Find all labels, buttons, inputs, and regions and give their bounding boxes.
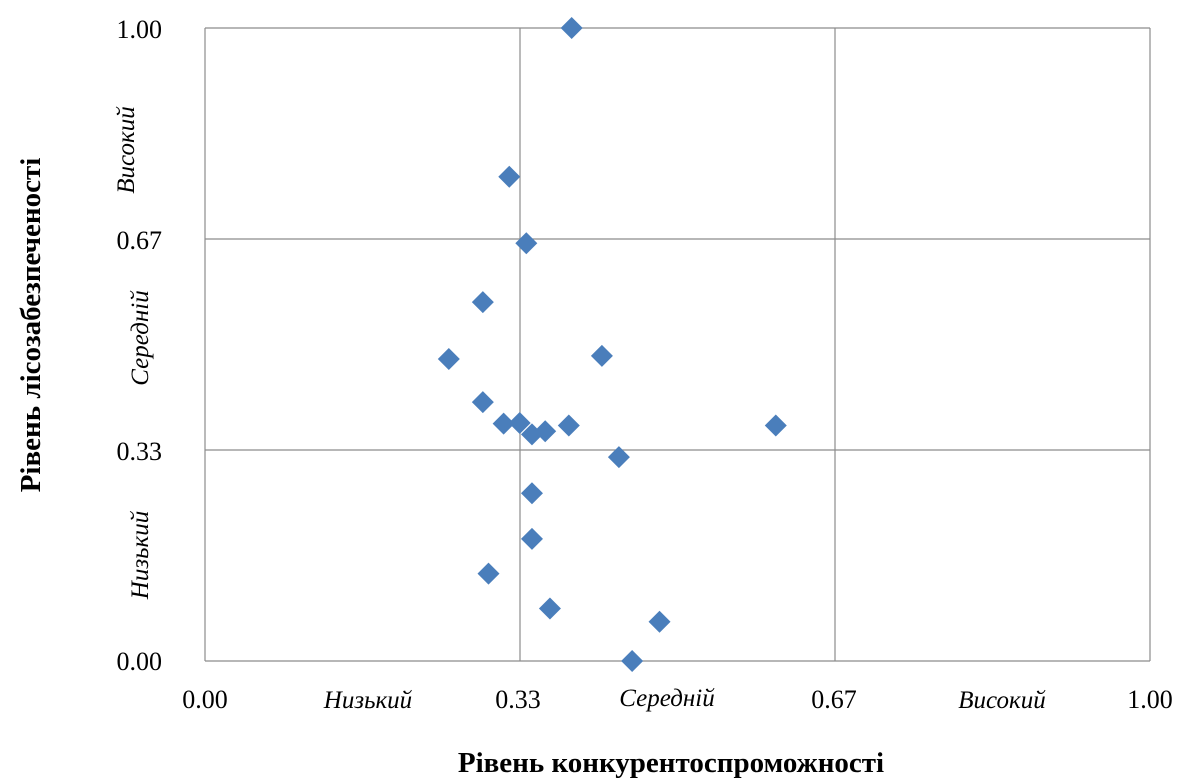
y-zone-label-high: Високий [113,106,140,194]
data-point [534,420,557,443]
x-zone-label-medium: Середній [619,685,715,712]
data-point [508,411,531,434]
y-zone-label-medium: Середній [127,290,154,386]
grid-lines [204,27,1151,662]
data-point [621,650,644,672]
data-point [477,562,500,585]
data-point [607,446,630,469]
x-tick-label: 1.00 [1127,685,1173,714]
data-point [538,597,561,620]
data-point [590,344,613,367]
y-tick-labels: 0.00 0.33 0.67 1.00 [117,15,163,676]
data-point [471,291,494,314]
x-tick-label: 0.00 [182,685,228,714]
x-axis-title: Рівень конкурентоспроможності [458,747,884,778]
y-zone-labels: Низький Середній Високий [113,106,154,600]
data-point [492,412,515,435]
data-points [437,17,787,672]
data-point [648,610,671,633]
data-point [520,527,543,550]
y-tick-label: 0.00 [117,647,163,676]
data-point [560,17,583,39]
x-tick-labels: 0.00 0.33 0.67 1.00 [182,685,1173,714]
data-point [515,232,538,255]
x-tick-label: 0.67 [811,685,857,714]
x-zone-labels: Низький Середній Високий [323,685,1046,714]
data-point [471,391,494,414]
data-point [557,414,580,437]
y-zone-label-low: Низький [127,510,154,600]
y-tick-label: 1.00 [117,15,163,44]
x-zone-label-low: Низький [323,687,413,714]
y-axis-title: Рівень лісозабезпеченості [15,158,47,493]
data-point [764,414,787,437]
x-zone-label-high: Високий [958,687,1046,714]
x-tick-label: 0.33 [495,685,541,714]
data-point [520,482,543,505]
y-tick-label: 0.67 [117,226,163,255]
y-tick-label: 0.33 [117,437,163,466]
data-point [498,165,521,188]
data-point [437,348,460,371]
